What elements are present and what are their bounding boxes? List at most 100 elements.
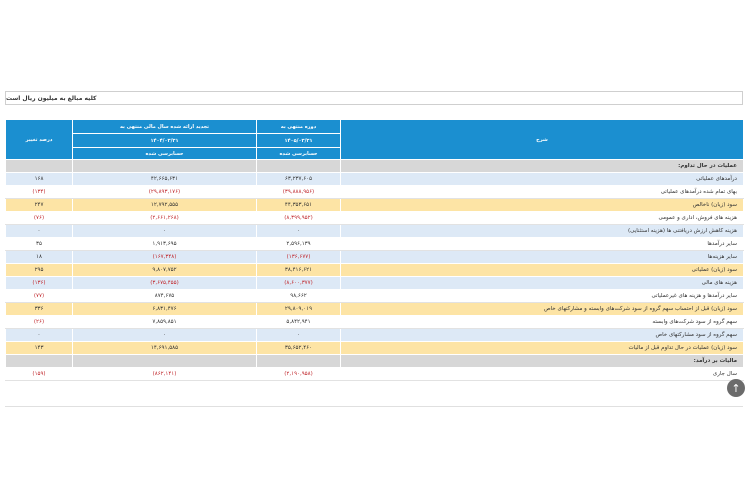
description-cell: سال جاری — [340, 367, 744, 381]
previous-value-cell — [72, 159, 257, 173]
currency-notice-text: کلیه مبالغ به میلیون ریال است — [6, 94, 97, 102]
current-value-cell: ۴۴,۳۵۳,۶۵۱ — [256, 198, 341, 212]
description-cell: سود (زیان) عملیات در حال تداوم قبل از ما… — [340, 341, 744, 355]
current-value-cell: ۲۹,۸۰۹,۰۱۹ — [256, 302, 341, 316]
table-header-row: درصد تغییر تجدید ارائه شده سال مالی منته… — [5, 119, 744, 160]
previous-value-cell: (۸۶۲,۱۴۱) — [72, 367, 257, 381]
previous-value-cell: ۷,۸۵۹,۸۵۱ — [72, 315, 257, 329]
top-blank-area — [0, 0, 750, 90]
previous-value-cell: (۲۹,۸۹۳,۱۷۶) — [72, 185, 257, 199]
current-value-cell: (۸,۳۹۹,۹۵۲) — [256, 211, 341, 225]
change-percent-cell: ۲۴۷ — [5, 198, 73, 212]
table-row: ۱۴۳ ۱۴,۶۹۱,۵۸۵ ۳۵,۶۵۲,۴۶۰ سود (زیان) عملیات… — [5, 341, 744, 355]
table-header-date-row: ۱۴۰۴/۰۳/۳۱ ۱۴۰۵/۰۳/۳۱ — [6, 133, 744, 148]
arrow-up-icon: ↑ — [731, 381, 741, 395]
table-bottom-border — [5, 406, 743, 407]
table-section-row: مالیات بر درآمد: — [5, 354, 744, 368]
header-previous-status: حسابرسی شده — [72, 147, 257, 160]
previous-value-cell: ۶,۸۳۱,۴۷۶ — [72, 302, 257, 316]
change-percent-cell: (۷۶) — [5, 211, 73, 225]
description-cell: سایر درآمدها و هزینه های غیرعملیاتی — [340, 289, 744, 303]
change-percent-cell: (۱۵۹) — [5, 367, 73, 381]
change-percent-cell: ۰ — [5, 328, 73, 342]
header-current-date: ۱۴۰۵/۰۳/۳۱ — [256, 133, 341, 148]
change-percent-cell: (۱۳۴) — [5, 185, 73, 199]
previous-value-cell: ۰ — [72, 328, 257, 342]
current-value-cell: ۳۸,۴۱۶,۶۲۱ — [256, 263, 341, 277]
change-percent-cell: (۲۶) — [5, 315, 73, 329]
header-previous-period: تجدید ارائه شده سال مالی منتهی به — [72, 119, 257, 134]
table-section-row: عملیات در حال تداوم: — [5, 159, 744, 173]
previous-value-cell: (۲,۶۶۱,۲۶۸) — [72, 211, 257, 225]
previous-value-cell: ۱,۹۱۳,۶۹۵ — [72, 237, 257, 251]
current-value-cell: ۲,۵۹۶,۱۳۹ — [256, 237, 341, 251]
change-percent-cell — [5, 159, 73, 173]
change-percent-cell: ۱۴۳ — [5, 341, 73, 355]
change-percent-cell: ۱۶۸ — [5, 172, 73, 186]
table-row: (۷۷) ۸۷۴,۶۷۵ ۹۸,۶۶۲ سایر درآمدها و هزینه ها… — [5, 289, 744, 303]
current-value-cell: (۱۳۶,۶۷۷) — [256, 250, 341, 264]
change-percent-cell: (۱۳۶) — [5, 276, 73, 290]
current-value-cell: (۲,۱۹۰,۹۵۸) — [256, 367, 341, 381]
description-cell: عملیات در حال تداوم: — [340, 159, 744, 173]
scroll-to-top-button[interactable]: ↑ — [727, 379, 745, 397]
previous-value-cell: ۹,۸۰۷,۷۵۲ — [72, 263, 257, 277]
previous-value-cell: ۱۲,۷۹۲,۵۵۵ — [72, 198, 257, 212]
previous-value-cell — [72, 354, 257, 368]
table-row: ۰ ۰ ۰ سهم گروه از سود مشارکتهای خاص — [5, 328, 744, 342]
table-row: ۰ ۰ ۰ هزینه کاهش ارزش دریافتنی ها (هزینه اس… — [5, 224, 744, 238]
previous-value-cell: (۱۶۷,۳۴۸) — [72, 250, 257, 264]
current-value-cell: ۰ — [256, 328, 341, 342]
header-description: شرح — [340, 119, 744, 160]
income-statement-table: درصد تغییر تجدید ارائه شده سال مالی منته… — [5, 119, 744, 381]
header-current-status: حسابرسی شده — [256, 147, 341, 160]
change-percent-cell: ۲۹۵ — [5, 263, 73, 277]
table-row: ۱۶۸ ۴۲,۶۶۵,۶۳۱ ۶۳,۲۳۷,۶۰۵ درآمدهای عملیاتی — [5, 172, 744, 186]
previous-value-cell: ۸۷۴,۶۷۵ — [72, 289, 257, 303]
description-cell: درآمدهای عملیاتی — [340, 172, 744, 186]
current-value-cell: ۹۸,۶۶۲ — [256, 289, 341, 303]
table-row: ۱۸ (۱۶۷,۳۴۸) (۱۳۶,۶۷۷) سایر هزینه‌ها — [5, 250, 744, 264]
description-cell: هزینه های مالی — [340, 276, 744, 290]
description-cell: سود (زیان) ناخالص — [340, 198, 744, 212]
current-value-cell: ۰ — [256, 224, 341, 238]
description-cell: سایر هزینه‌ها — [340, 250, 744, 264]
description-cell: بهای تمام شده درآمدهای عملیاتی — [340, 185, 744, 199]
change-percent-cell: ۳۳۶ — [5, 302, 73, 316]
table-row: (۷۶) (۲,۶۶۱,۲۶۸) (۸,۳۹۹,۹۵۲) هزینه های فروش… — [5, 211, 744, 225]
header-current-period: دوره منتهی به — [256, 119, 341, 134]
table-row: ۳۳۶ ۶,۸۳۱,۴۷۶ ۲۹,۸۰۹,۰۱۹ سود (زیان) قبل از … — [5, 302, 744, 316]
change-percent-cell: (۷۷) — [5, 289, 73, 303]
current-value-cell — [256, 159, 341, 173]
table-row: (۱۳۶) (۳,۶۷۵,۴۵۵) (۸,۶۰۰,۳۷۷) هزینه های مال… — [5, 276, 744, 290]
header-previous-date: ۱۴۰۴/۰۳/۳۱ — [72, 133, 257, 148]
current-value-cell: (۳۹,۸۸۸,۹۵۶) — [256, 185, 341, 199]
table-row: (۱۳۴) (۲۹,۸۹۳,۱۷۶) (۳۹,۸۸۸,۹۵۶) بهای تمام ش… — [5, 185, 744, 199]
description-cell: هزینه کاهش ارزش دریافتنی ها (هزینه استثن… — [340, 224, 744, 238]
previous-value-cell: ۰ — [72, 224, 257, 238]
previous-value-cell: (۳,۶۷۵,۴۵۵) — [72, 276, 257, 290]
current-value-cell: ۳۵,۶۵۲,۴۶۰ — [256, 341, 341, 355]
table-row: ۳۵ ۱,۹۱۳,۶۹۵ ۲,۵۹۶,۱۳۹ سایر درآمدها — [5, 237, 744, 251]
description-cell: سهم گروه از سود مشارکتهای خاص — [340, 328, 744, 342]
table-row: (۱۵۹) (۸۶۲,۱۴۱) (۲,۱۹۰,۹۵۸) سال جاری — [5, 367, 744, 381]
table-row: ۲۴۷ ۱۲,۷۹۲,۵۵۵ ۴۴,۳۵۳,۶۵۱ سود (زیان) ناخالص — [5, 198, 744, 212]
description-cell: سود (زیان) قبل از احتساب سهم گروه از سود… — [340, 302, 744, 316]
table-body: عملیات در حال تداوم: ۱۶۸ ۴۲,۶۶۵,۶۳۱ ۶۳,۲۳۷,… — [5, 159, 744, 381]
current-value-cell: ۵,۸۴۲,۹۴۱ — [256, 315, 341, 329]
table-row: ۲۹۵ ۹,۸۰۷,۷۵۲ ۳۸,۴۱۶,۶۲۱ سود (زیان) عملیاتی — [5, 263, 744, 277]
change-percent-cell: ۱۸ — [5, 250, 73, 264]
current-value-cell — [256, 354, 341, 368]
change-percent-cell: ۳۵ — [5, 237, 73, 251]
table-row: (۲۶) ۷,۸۵۹,۸۵۱ ۵,۸۴۲,۹۴۱ سهم گروه از سود شر… — [5, 315, 744, 329]
change-percent-cell: ۰ — [5, 224, 73, 238]
description-cell: مالیات بر درآمد: — [340, 354, 744, 368]
description-cell: سهم گروه از سود شرکت‌های وابسته — [340, 315, 744, 329]
previous-value-cell: ۱۴,۶۹۱,۵۸۵ — [72, 341, 257, 355]
description-cell: سود (زیان) عملیاتی — [340, 263, 744, 277]
current-value-cell: ۶۳,۲۳۷,۶۰۵ — [256, 172, 341, 186]
change-percent-cell — [5, 354, 73, 368]
currency-notice: کلیه مبالغ به میلیون ریال است — [5, 91, 743, 105]
description-cell: سایر درآمدها — [340, 237, 744, 251]
